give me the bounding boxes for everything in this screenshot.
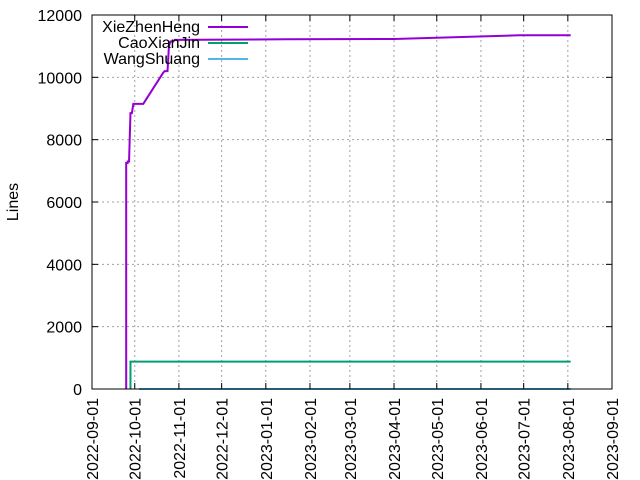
- x-tick-label: 2023-06-01: [474, 398, 491, 480]
- legend-label-xiezhenheng: XieZhenHeng: [102, 19, 200, 36]
- x-tick-label: 2022-10-01: [128, 398, 145, 480]
- y-tick-label: 4000: [46, 257, 82, 274]
- y-tick-label: 0: [73, 382, 82, 399]
- legend-label-wangshuang: WangShuang: [104, 51, 200, 68]
- x-tick-label: 2022-12-01: [215, 398, 232, 480]
- series-line-xiezhenheng: [125, 34, 571, 389]
- x-tick-label: 2023-01-01: [259, 398, 276, 480]
- x-tick-label: 2023-02-01: [303, 398, 320, 480]
- series-line-caoxianjin: [129, 360, 571, 389]
- y-tick-label: 6000: [46, 195, 82, 212]
- y-tick-label: 12000: [38, 8, 83, 25]
- y-tick-label: 2000: [46, 320, 82, 337]
- x-tick-label: 2023-09-01: [605, 398, 622, 480]
- x-tick-label: 2022-11-01: [172, 398, 189, 479]
- x-tick-label: 2023-05-01: [430, 398, 447, 480]
- x-tick-label: 2023-08-01: [561, 398, 578, 480]
- x-tick-label: 2023-07-01: [517, 398, 534, 480]
- y-tick-label: 8000: [46, 133, 82, 150]
- y-axis-label: Lines: [5, 183, 22, 221]
- series-layer: [125, 34, 571, 390]
- grid-layer: [92, 15, 612, 389]
- x-tick-label: 2022-09-01: [85, 398, 102, 480]
- tick-layer: 0 2000 4000 6000 8000 10000 12000 2022-09-01 202…: [38, 8, 623, 480]
- x-tick-label: 2023-03-01: [343, 398, 360, 480]
- legend-label-caoxianjin: CaoXianJin: [118, 35, 200, 52]
- y-tick-label: 10000: [38, 70, 83, 87]
- x-tick-label: 2023-04-01: [387, 398, 404, 480]
